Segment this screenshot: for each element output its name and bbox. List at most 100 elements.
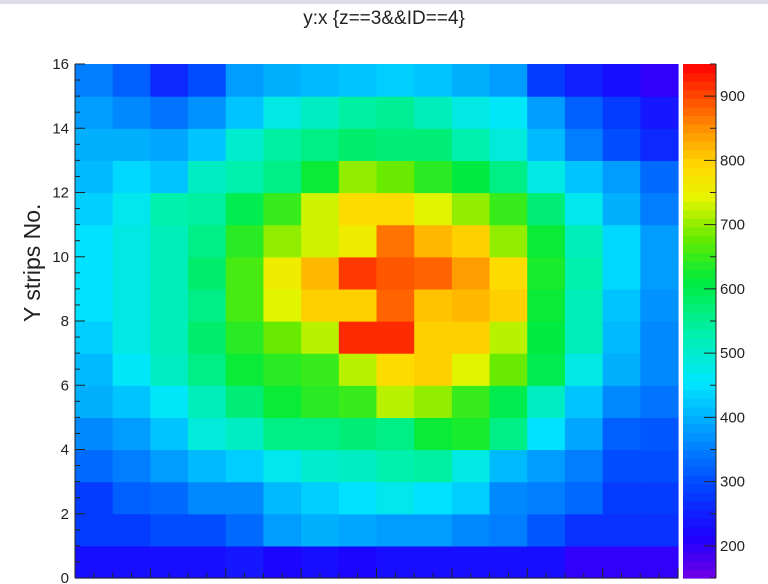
heatmap-cell bbox=[263, 192, 302, 226]
colorbar-segment bbox=[683, 115, 716, 125]
heatmap-cell bbox=[112, 481, 151, 515]
colorbar-segment bbox=[683, 552, 716, 562]
heatmap-cell bbox=[225, 64, 265, 97]
heatmap-cell bbox=[602, 224, 641, 258]
heatmap-cell bbox=[564, 256, 604, 290]
heatmap-cell bbox=[602, 256, 641, 290]
y-tick-label: 2 bbox=[61, 506, 69, 523]
heatmap-cell bbox=[527, 160, 566, 194]
heatmap-cell bbox=[338, 256, 378, 290]
heatmap-cell bbox=[150, 449, 189, 483]
heatmap-cell bbox=[602, 513, 641, 547]
heatmap-cell bbox=[376, 160, 415, 194]
heatmap-cell bbox=[564, 64, 604, 97]
heatmap-cell bbox=[301, 128, 340, 161]
colorbar-segment bbox=[683, 295, 716, 305]
heatmap-cell bbox=[188, 513, 227, 547]
heatmap-cell bbox=[376, 481, 415, 515]
heatmap-cell bbox=[527, 128, 566, 161]
heatmap-cell bbox=[376, 96, 415, 129]
colorbar-segment bbox=[683, 406, 716, 416]
heatmap-cell bbox=[188, 417, 227, 451]
heatmap-cell bbox=[489, 256, 528, 290]
y-tick-label: 10 bbox=[52, 249, 69, 266]
heatmap-cell bbox=[150, 513, 189, 547]
heatmap-cell bbox=[301, 288, 340, 322]
heatmap-cell bbox=[414, 417, 453, 451]
heatmap-cell bbox=[112, 513, 151, 547]
heatmap-cell bbox=[451, 481, 491, 515]
heatmap-cell bbox=[150, 192, 189, 226]
colorbar-segment bbox=[683, 321, 716, 331]
heatmap-cell bbox=[188, 385, 227, 418]
heatmap-cell bbox=[640, 481, 679, 515]
colorbar-tick-label: 900 bbox=[720, 88, 745, 105]
heatmap-cell bbox=[376, 224, 415, 258]
heatmap-cell bbox=[338, 192, 378, 226]
heatmap-cell bbox=[489, 224, 528, 258]
heatmap-cell bbox=[564, 353, 604, 386]
colorbar-segment bbox=[683, 218, 716, 228]
heatmap-cell bbox=[112, 64, 151, 97]
heatmap-cell bbox=[640, 192, 679, 226]
heatmap-cell bbox=[225, 192, 265, 226]
heatmap-cell bbox=[602, 481, 641, 515]
heatmap-cell bbox=[301, 256, 340, 290]
y-tick-label: 8 bbox=[61, 313, 69, 330]
heatmap-cell bbox=[414, 64, 453, 97]
colorbar-segment bbox=[683, 372, 716, 382]
heatmap-cell bbox=[564, 513, 604, 547]
heatmap-cell bbox=[225, 128, 265, 161]
heatmap-cell bbox=[150, 321, 189, 354]
colorbar-segment bbox=[683, 175, 716, 185]
heatmap-cell bbox=[263, 64, 302, 97]
colorbar-segment bbox=[683, 269, 716, 279]
heatmap-cell bbox=[414, 513, 453, 547]
heatmap-cell bbox=[451, 353, 491, 386]
heatmap-cell bbox=[150, 160, 189, 194]
heatmap-cell bbox=[150, 128, 189, 161]
colorbar-segment bbox=[683, 526, 716, 536]
heatmap-cell bbox=[564, 192, 604, 226]
heatmap-cell bbox=[75, 96, 114, 129]
heatmap-cell bbox=[451, 288, 491, 322]
heatmap-cell bbox=[263, 224, 302, 258]
heatmap-cell bbox=[75, 128, 114, 161]
colorbar-segment bbox=[683, 449, 716, 459]
colorbar-segment bbox=[683, 518, 716, 528]
colorbar-tick-label: 400 bbox=[720, 409, 745, 426]
heatmap-cell bbox=[225, 288, 265, 322]
heatmap-cell bbox=[414, 128, 453, 161]
heatmap-cell bbox=[451, 224, 491, 258]
heatmap-cell bbox=[301, 160, 340, 194]
heatmap-cell bbox=[527, 288, 566, 322]
colorbar-segment bbox=[683, 509, 716, 519]
heatmap-cell bbox=[640, 224, 679, 258]
heatmap-cell bbox=[338, 224, 378, 258]
heatmap-cell bbox=[489, 321, 528, 354]
colorbar-segment bbox=[683, 123, 716, 134]
heatmap-cell bbox=[150, 417, 189, 451]
heatmap-cell bbox=[564, 481, 604, 515]
heatmap-cell bbox=[602, 64, 641, 97]
y-tick-label: 16 bbox=[52, 56, 69, 73]
heatmap-cell bbox=[527, 385, 566, 418]
heatmap-cell bbox=[301, 224, 340, 258]
heatmap-cell bbox=[376, 321, 415, 354]
colorbar-tick-label: 300 bbox=[720, 474, 745, 491]
heatmap-cell bbox=[301, 321, 340, 354]
heatmap-cell bbox=[112, 192, 151, 226]
heatmap-cell bbox=[263, 288, 302, 322]
heatmap-cell bbox=[263, 481, 302, 515]
heatmap-cell bbox=[451, 128, 491, 161]
heatmap-cell bbox=[602, 96, 641, 129]
heatmap-cell bbox=[112, 256, 151, 290]
heatmap-cell bbox=[301, 192, 340, 226]
y-tick-label: 6 bbox=[61, 377, 69, 394]
heatmap-cell bbox=[301, 481, 340, 515]
colorbar-segment bbox=[683, 483, 716, 493]
heatmap-cell bbox=[414, 288, 453, 322]
heatmap-cell bbox=[376, 192, 415, 226]
heatmap-cell bbox=[414, 321, 453, 354]
colorbar-segment bbox=[683, 423, 716, 433]
